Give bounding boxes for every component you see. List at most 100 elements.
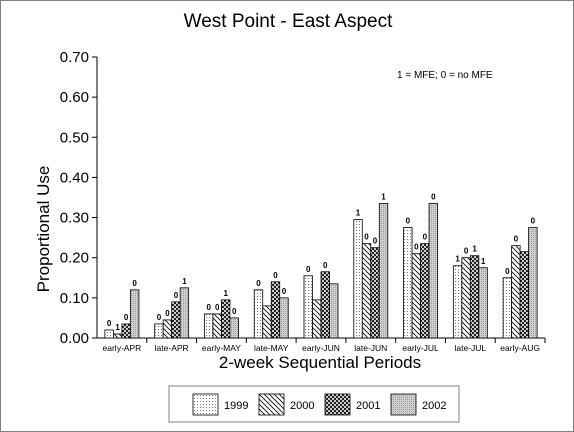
mfe-label: 0 [174,291,179,300]
mfe-label: 0 [364,233,369,242]
x-tick-label: early-JUN [302,343,340,353]
mfe-label: 0 [273,271,278,280]
bar-2002-early-APR [129,289,140,339]
mfe-label: 0 [531,217,536,226]
x-axis-label: 2-week Sequential Periods [219,353,421,372]
bar-2002-late-MAY [279,297,289,339]
mfe-label: 1 [381,193,386,202]
y-tick-label: 0.20 [60,250,89,267]
bar-2000-late-JUL [461,257,471,339]
bar-1999-early-AUG [502,277,513,339]
bar-2000-early-JUL [411,253,421,339]
y-ticks: 0.00 0.10 0.20 0.30 0.40 0.50 0.60 0.70 [60,49,97,347]
bar-2000-early-AUG [511,245,521,339]
bars [104,203,538,339]
mfe-label: 0 [406,217,411,226]
x-tick-label: late-JUN [354,343,387,353]
mfe-label: 0 [124,313,129,322]
mfe-label: 0 [107,319,112,328]
mfe-label: 0 [256,279,261,288]
legend-frame [168,385,460,423]
bar-2000-early-APR [112,333,123,339]
mfe-label: 0 [423,233,428,242]
mfe-label: 1 [115,323,120,332]
bar-2002-early-JUN [329,283,339,339]
bar-2000-late-APR [162,319,173,339]
mfe-label: 0 [431,193,436,202]
bar-1999-early-JUN [303,275,313,339]
mfe-label: 0 [157,313,162,322]
bar-2001-late-JUL [469,255,480,339]
legend: 1999 2000 2001 2002 [192,393,446,416]
legend-swatch-1999 [192,393,219,416]
mfe-label: 1 [455,255,460,264]
y-tick-label: 0.50 [60,129,89,146]
legend-swatch-2002 [390,393,417,416]
y-tick-label: 0.00 [60,330,89,347]
chart-title: West Point - East Aspect [184,11,393,32]
mfe-label: 0 [505,267,510,276]
mfe-label: 0 [414,243,419,252]
mfe-label: 0 [306,265,311,274]
bar-1999-late-JUN [353,219,363,339]
mfe-label: 0 [206,303,211,312]
bar-1999-late-JUL [452,265,463,339]
mfe-note: 1 = MFE; 0 = no MFE [397,70,493,81]
y-tick-label: 0.40 [60,169,89,186]
bar-2001-early-MAY [221,299,231,339]
mfe-label: 1 [223,289,228,298]
bar-1999-early-JUL [403,227,413,339]
legend-swatch-2001 [324,393,351,416]
mfe-label: 0 [232,307,237,316]
mfe-label: 0 [165,309,170,318]
x-tick-label: early-MAY [202,343,241,353]
x-tick-label: early-JUL [402,343,439,353]
bar-2001-late-JUN [370,247,380,339]
bar-2001-early-AUG [519,251,530,339]
legend-label-2002: 2002 [422,400,446,412]
mfe-label: 1 [182,277,187,286]
y-tick-label: 0.10 [60,290,89,307]
bar-1999-late-APR [154,323,164,339]
mfe-label: 1 [356,209,361,218]
mfe-label: 0 [282,287,287,296]
mfe-label: 0 [132,279,137,288]
mfe-label: 0 [323,261,328,270]
x-tick-label: late-APR [155,343,189,353]
bar-2001-early-JUN [320,271,330,339]
bar-2002-early-JUL [428,203,438,339]
bar-2001-late-MAY [270,281,281,339]
bar-1999-late-MAY [253,289,264,339]
bar-2001-early-JUL [420,243,430,339]
bar-2000-early-MAY [212,313,222,339]
y-tick-label: 0.60 [60,89,89,106]
legend-label-2001: 2001 [356,400,380,412]
mfe-label: 1 [481,257,486,266]
bar-2001-late-APR [171,301,181,339]
bar-1999-early-APR [104,329,114,339]
bar-2002-late-JUN [378,203,389,339]
x-tick-label: late-MAY [254,343,289,353]
mfe-label: 0 [464,247,469,256]
mfe-label: 1 [472,245,477,254]
bar-2000-late-JUN [361,243,372,339]
x-ticks: early-APR late-APR early-MAY late-MAY early-… [103,338,546,353]
x-tick-label: early-APR [103,343,142,353]
bar-2002-late-JUL [478,267,488,339]
bar-2002-early-MAY [229,317,239,339]
mfe-label: 0 [373,237,378,246]
x-tick-label: late-JUL [455,343,487,353]
legend-label-1999: 1999 [224,400,248,412]
x-tick-label: early-AUG [500,343,540,353]
mfe-label: 0 [215,303,220,312]
legend-label-2000: 2000 [290,400,314,412]
y-tick-label: 0.70 [60,49,89,66]
bar-2002-late-APR [179,287,190,339]
bar-2000-late-MAY [262,305,272,339]
mfe-label: 0 [514,235,519,244]
bar-2001-early-APR [121,323,131,339]
y-tick-label: 0.30 [60,210,89,227]
